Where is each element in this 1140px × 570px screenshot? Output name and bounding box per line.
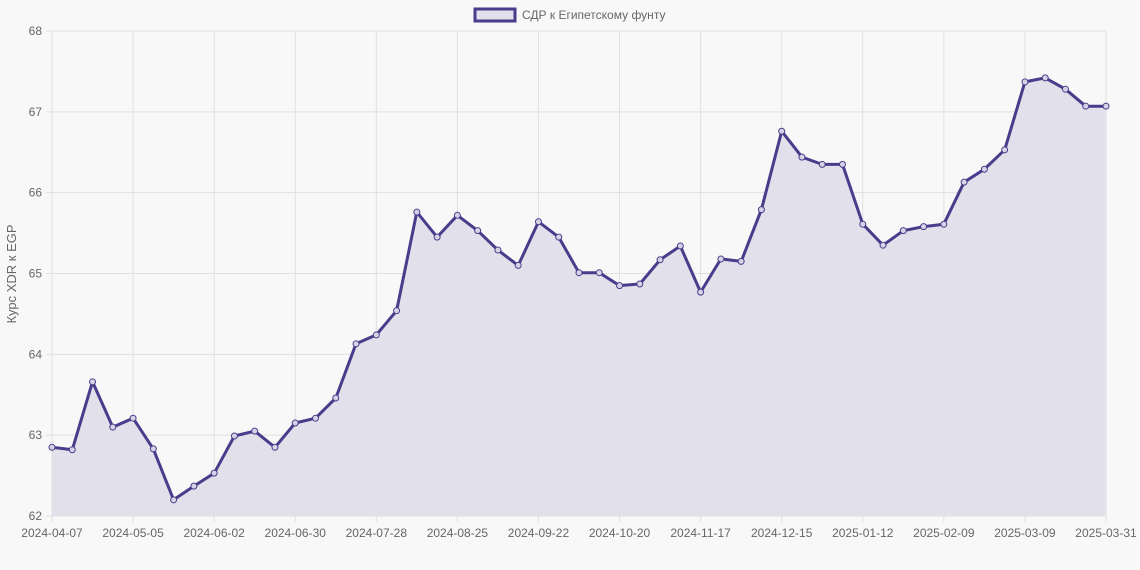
y-tick-label: 63 (29, 428, 43, 442)
data-point (68, 446, 76, 454)
data-point (291, 419, 299, 427)
x-tick-label: 2024-05-05 (102, 526, 164, 540)
data-point (636, 280, 644, 288)
data-point (676, 242, 684, 250)
area-polygon (52, 77, 1106, 517)
data-point (940, 220, 948, 228)
data-point (656, 256, 664, 264)
y-tick-label: 66 (29, 186, 43, 200)
data-point (575, 269, 583, 277)
y-axis-label: Курс XDR к EGP (4, 224, 19, 323)
data-point (129, 414, 137, 422)
legend-swatch[interactable] (473, 7, 517, 23)
x-tick-label: 2024-06-02 (183, 526, 245, 540)
data-point (271, 443, 279, 451)
x-tick-label: 2025-01-12 (832, 526, 894, 540)
data-point (879, 241, 887, 249)
data-point (190, 482, 198, 490)
data-point (230, 432, 238, 440)
y-tick-label: 68 (29, 24, 43, 38)
data-point (352, 340, 360, 348)
y-tick-label: 65 (29, 267, 43, 281)
x-tick-label: 2025-03-31 (1075, 526, 1137, 540)
data-point (1102, 102, 1110, 110)
data-point (210, 469, 218, 477)
y-axis-ticks: 62 63 64 65 66 67 68 (29, 24, 43, 523)
data-point (1021, 78, 1029, 86)
legend[interactable]: СДР к Египетскому фунту (473, 7, 665, 23)
area-fill (52, 77, 1106, 517)
data-point (48, 443, 56, 451)
x-axis-ticks: 2024-04-07 2024-05-05 2024-06-02 2024-06-30… (21, 526, 1137, 540)
y-tick-label: 67 (29, 105, 43, 119)
data-point (109, 423, 117, 431)
data-point (1001, 146, 1009, 154)
x-tick-label: 2024-08-25 (427, 526, 489, 540)
x-tick-label: 2024-12-15 (751, 526, 813, 540)
data-point (616, 282, 624, 290)
data-point (920, 223, 928, 231)
data-point (251, 427, 259, 435)
data-point (413, 208, 421, 216)
legend-label[interactable]: СДР к Египетскому фунту (522, 8, 665, 22)
data-point (818, 160, 826, 168)
x-tick-label: 2024-06-30 (265, 526, 327, 540)
data-point (393, 307, 401, 315)
data-point (494, 246, 502, 254)
data-point (960, 178, 968, 186)
data-point (514, 261, 522, 269)
data-point (1082, 102, 1090, 110)
data-point (737, 257, 745, 265)
data-points (48, 74, 1110, 504)
data-point (980, 165, 988, 173)
x-tick-label: 2025-02-09 (913, 526, 975, 540)
data-point (899, 227, 907, 235)
data-point (697, 288, 705, 296)
data-point (717, 255, 725, 263)
x-tick-label: 2024-11-17 (670, 526, 731, 540)
data-point (595, 269, 603, 277)
data-point (89, 378, 97, 386)
data-point (859, 220, 867, 228)
data-point (1061, 85, 1069, 93)
data-point (555, 233, 563, 241)
data-point (757, 206, 765, 214)
data-point (474, 227, 482, 235)
data-point (312, 414, 319, 422)
data-point (433, 233, 441, 241)
data-point (1041, 74, 1049, 82)
x-tick-label: 2024-10-20 (589, 526, 651, 540)
x-tick-label: 2025-03-09 (994, 526, 1056, 540)
data-point (332, 394, 340, 402)
x-tick-label: 2024-07-28 (346, 526, 408, 540)
y-tick-label: 64 (29, 347, 43, 361)
data-point (839, 160, 846, 168)
data-point (149, 445, 157, 453)
x-tick-label: 2024-04-07 (21, 526, 83, 540)
data-point (534, 218, 542, 226)
data-point (778, 127, 786, 135)
x-tick-label: 2024-09-22 (508, 526, 570, 540)
data-point (170, 496, 178, 504)
data-point (372, 331, 380, 339)
y-tick-label: 62 (29, 509, 43, 523)
data-point (798, 153, 806, 161)
data-point (453, 211, 461, 219)
